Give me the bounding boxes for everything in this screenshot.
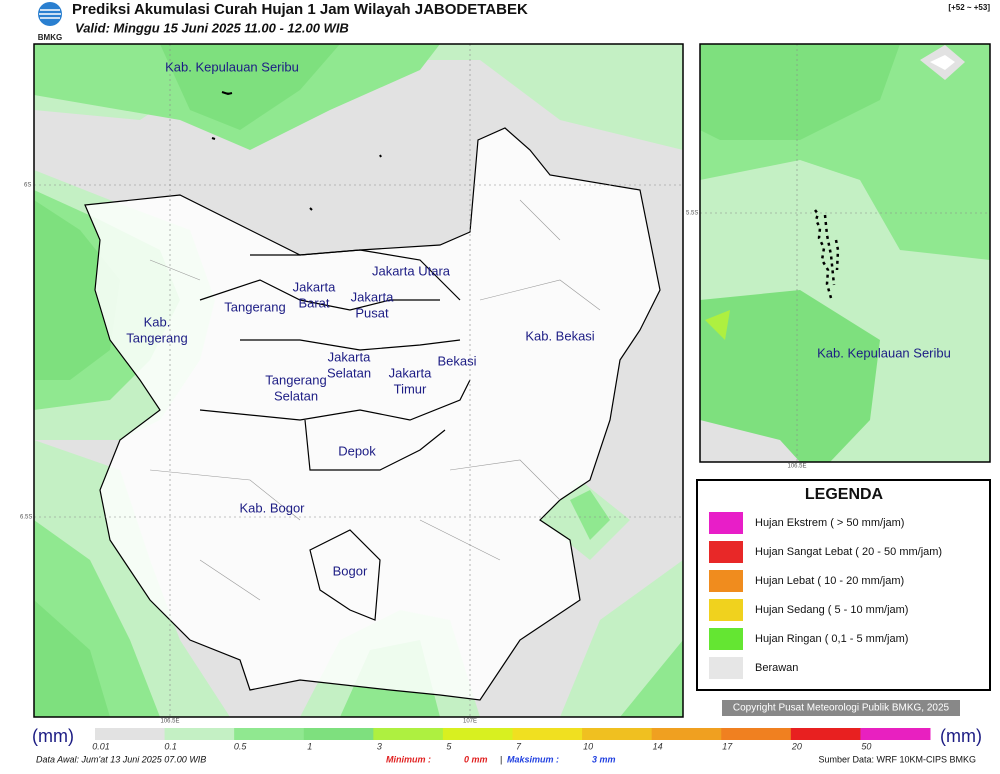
min-label: Minimum : <box>386 754 431 764</box>
main-map <box>33 43 684 718</box>
colorbar-segment <box>512 728 583 740</box>
logo-text: BMKG <box>38 33 62 42</box>
region-label: Tangerang <box>224 299 285 314</box>
region-label: Jakarta <box>328 349 371 364</box>
axis-label: 6.5S <box>20 515 32 521</box>
data-awal: Data Awal: Jum'at 13 Juni 2025 07.00 WIB <box>36 754 206 764</box>
region-label: Depok <box>338 443 376 458</box>
region-label: Pusat <box>355 305 389 320</box>
legend-label: Hujan Ekstrem ( > 50 mm/jam) <box>755 517 904 529</box>
region-label: Jakarta <box>293 279 336 294</box>
legend-swatch <box>709 570 743 592</box>
region-label: Kab. Bekasi <box>525 328 594 343</box>
inset-map <box>699 43 991 463</box>
colorbar-segment <box>442 728 513 740</box>
region-label: Timur <box>394 381 427 396</box>
legend-swatch <box>709 512 743 534</box>
region-label: Barat <box>298 295 329 310</box>
region-label: Jakarta <box>351 289 394 304</box>
region-label: Jakarta <box>389 365 432 380</box>
colorbar-segment <box>790 728 861 740</box>
min-value: 0 mm <box>464 754 488 764</box>
colorbar-segment <box>234 728 305 740</box>
region-label: Selatan <box>274 388 318 403</box>
colorbar-tick: 0.01 <box>92 741 110 751</box>
region-label: Tangerang <box>126 330 187 345</box>
max-value: 3 mm <box>592 754 616 764</box>
title: Prediksi Akumulasi Curah Hujan 1 Jam Wil… <box>72 1 528 18</box>
legend-swatch <box>709 657 743 679</box>
legend-box <box>696 479 991 691</box>
colorbar-segment <box>164 728 235 740</box>
colorbar-tick: 0.5 <box>234 741 248 751</box>
legend-label: Berawan <box>755 662 798 674</box>
axis-label: 106.5E <box>160 719 179 725</box>
legend-label: Hujan Sangat Lebat ( 20 - 50 mm/jam) <box>755 546 942 558</box>
colorbar-segment <box>860 728 931 740</box>
colorbar-segment <box>95 728 166 740</box>
region-label: Kab. Kepulauan Seribu <box>817 345 951 360</box>
valid-time: Valid: Minggu 15 Juni 2025 11.00 - 12.00… <box>75 20 349 35</box>
colorbar-tick: 10 <box>583 741 593 751</box>
colorbar-tick: 50 <box>861 741 871 751</box>
region-label: Kab. <box>144 314 171 329</box>
region-label: Kab. Kepulauan Seribu <box>165 59 299 74</box>
colorbar-segment <box>303 728 374 740</box>
colorbar-unit: (mm) <box>32 726 74 746</box>
colorbar-tick: 5 <box>446 741 452 751</box>
axis-label: 6S <box>24 183 31 189</box>
colorbar-segment <box>373 728 444 740</box>
axis-label: 5.5S <box>686 211 698 217</box>
region-label: Bogor <box>333 563 368 578</box>
colorbar-segment <box>651 728 722 740</box>
colorbar-tick: 17 <box>722 741 733 751</box>
copyright-bg <box>722 700 960 716</box>
axis-label: 106.5E <box>787 464 806 470</box>
colorbar-segment <box>721 728 792 740</box>
colorbar-tick: 3 <box>377 741 382 751</box>
colorbar-tick: 20 <box>791 741 802 751</box>
legend-label: Hujan Sedang ( 5 - 10 mm/jam) <box>755 604 908 616</box>
region-label: Selatan <box>327 365 371 380</box>
legend-swatch <box>709 628 743 650</box>
run-code: [+52 ~ +53] <box>948 3 990 12</box>
colorbar-tick: 1 <box>307 741 312 751</box>
colorbar-tick: 7 <box>516 741 522 751</box>
legend-swatch <box>709 541 743 563</box>
colorbar-unit: (mm) <box>940 726 982 746</box>
legend-swatch <box>709 599 743 621</box>
region-label: Bekasi <box>437 353 476 368</box>
region-label: Kab. Bogor <box>239 500 305 515</box>
region-label: Jakarta Utara <box>372 263 451 278</box>
legend-label: Hujan Ringan ( 0,1 - 5 mm/jam) <box>755 633 908 645</box>
legend-title: LEGENDA <box>805 486 884 503</box>
source: Sumber Data: WRF 10KM-CIPS BMKG <box>818 754 976 764</box>
axis-label: 107E <box>463 719 477 725</box>
legend-label: Hujan Lebat ( 10 - 20 mm/jam) <box>755 575 904 587</box>
separator: | <box>500 754 502 764</box>
copyright: Copyright Pusat Meteorologi Publik BMKG,… <box>733 703 950 714</box>
colorbar-tick: 14 <box>653 741 663 751</box>
max-label: Maksimum : <box>507 754 559 764</box>
region-label: Tangerang <box>265 372 326 387</box>
colorbar-segment <box>582 728 653 740</box>
colorbar-tick: 0.1 <box>164 741 177 751</box>
logo <box>38 2 62 26</box>
